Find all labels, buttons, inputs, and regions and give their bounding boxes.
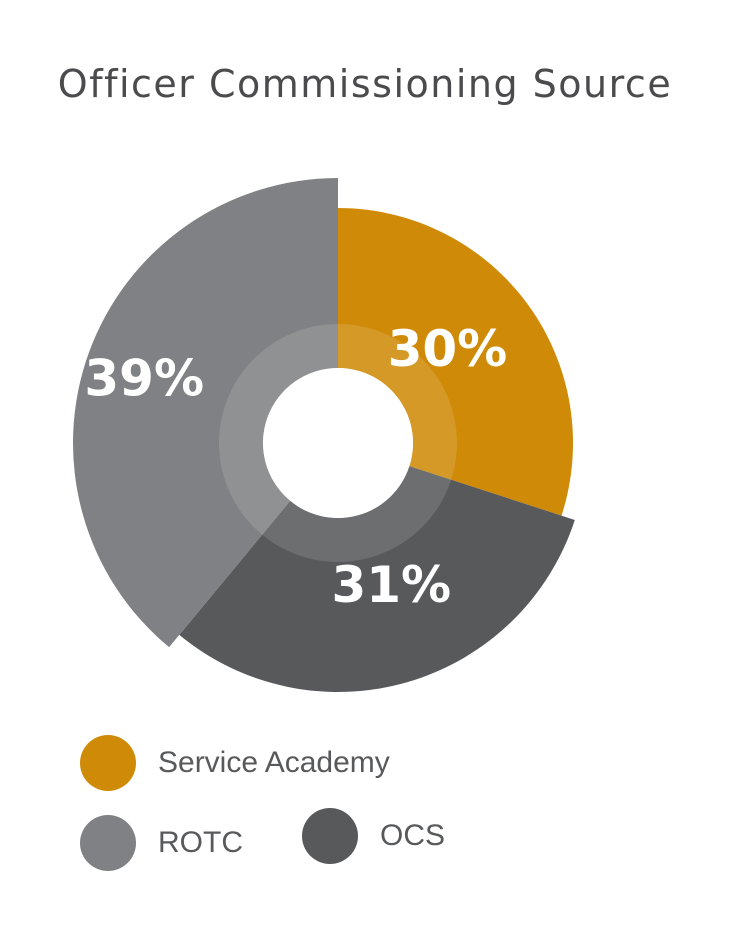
legend-swatch-ocs — [302, 808, 358, 864]
legend-label-ocs: OCS — [380, 819, 446, 852]
legend-item-rotc: ROTC — [80, 815, 243, 871]
pie-slice-rotc — [73, 178, 339, 648]
legend-item-service-academy: Service Academy — [80, 735, 390, 791]
legend-item-ocs: OCS — [302, 808, 445, 864]
legend-label-service-academy: Service Academy — [158, 746, 390, 779]
pie-slice-ocs — [179, 466, 575, 692]
legend-swatch-service-academy — [80, 735, 136, 791]
slice-label-service-academy: 30% — [388, 320, 508, 378]
chart-title: Officer Commissioning Source — [57, 62, 673, 106]
pie-slice-service-academy — [338, 208, 573, 516]
legend-swatch-rotc — [80, 815, 136, 871]
donut-hole — [263, 368, 413, 518]
slice-label-rotc: 39% — [84, 350, 204, 408]
legend-label-rotc: ROTC — [158, 826, 243, 859]
slice-label-ocs: 31% — [331, 556, 451, 614]
inner-ring — [219, 324, 457, 562]
